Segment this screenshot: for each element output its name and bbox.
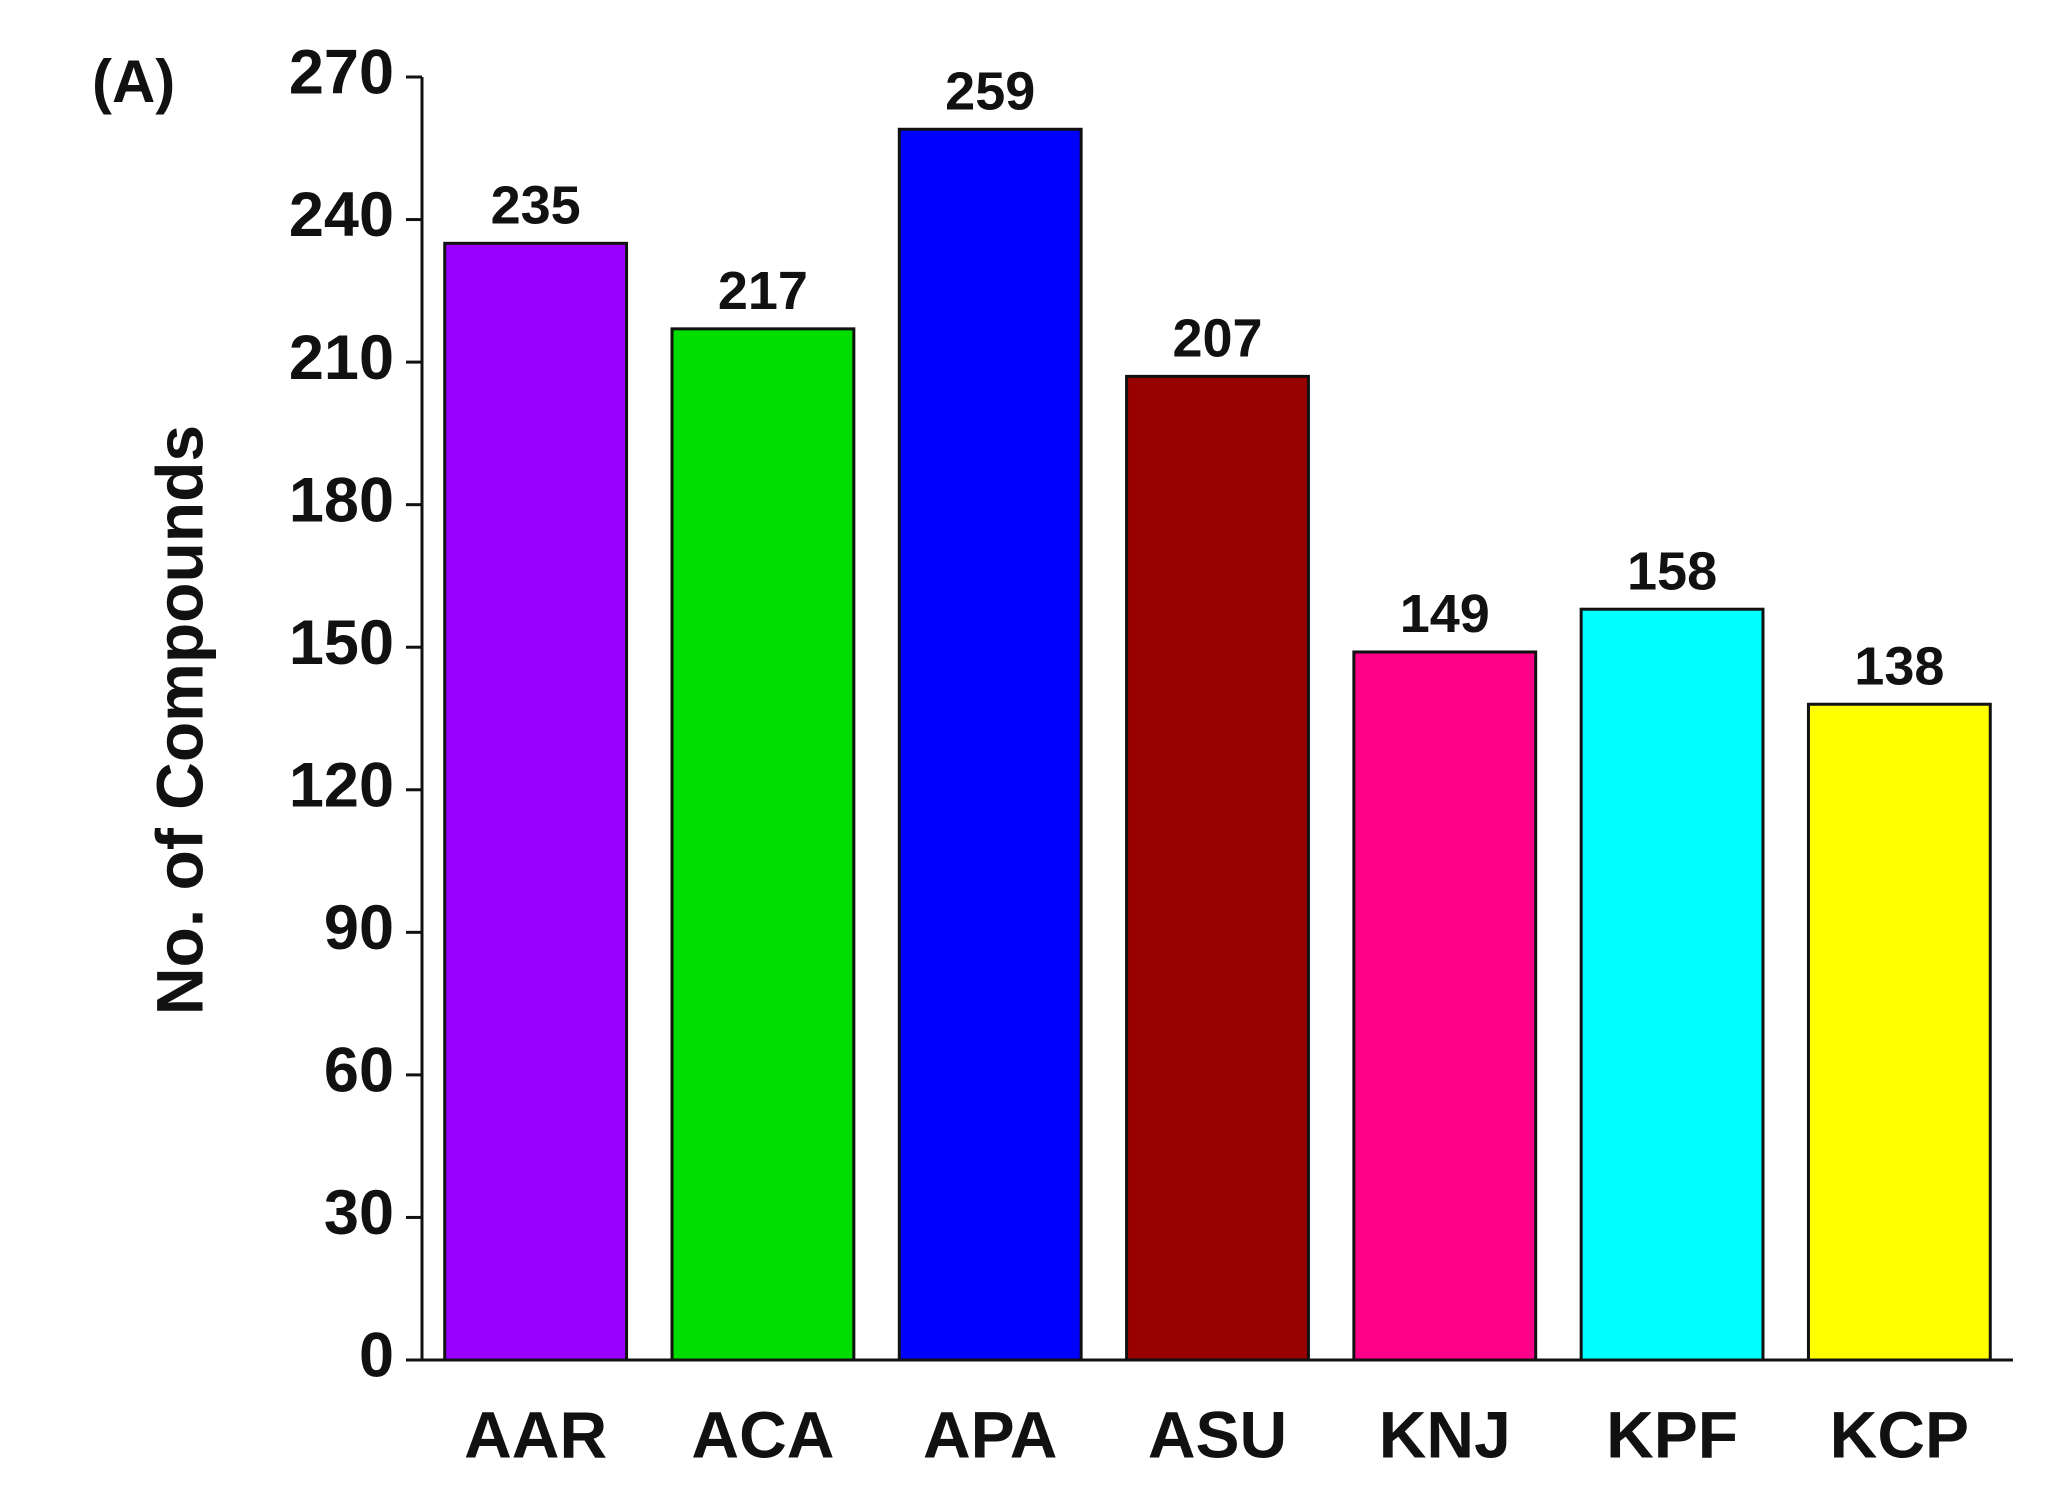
data-label: 235 bbox=[491, 176, 581, 236]
y-tick-label: 0 bbox=[359, 1321, 394, 1391]
y-tick-label: 120 bbox=[289, 750, 394, 820]
x-tick-label: ACA bbox=[691, 1397, 834, 1471]
data-label: 158 bbox=[1627, 541, 1717, 601]
data-label: 138 bbox=[1854, 637, 1944, 697]
y-tick-label: 30 bbox=[324, 1178, 394, 1248]
y-tick-label: 60 bbox=[324, 1036, 394, 1106]
y-tick-label: 150 bbox=[289, 608, 394, 678]
x-tick-label: APA bbox=[923, 1397, 1057, 1471]
x-tick-label: KPF bbox=[1606, 1397, 1738, 1471]
bar bbox=[1806, 702, 1992, 1362]
y-axis-title: No. of Compounds bbox=[142, 425, 216, 1015]
data-label: 259 bbox=[945, 62, 1035, 122]
bar bbox=[670, 327, 856, 1362]
y-tick-label: 270 bbox=[289, 38, 394, 108]
y-tick-label: 90 bbox=[324, 893, 394, 963]
y-tick-label: 240 bbox=[289, 180, 394, 250]
bar bbox=[1579, 607, 1765, 1362]
bar bbox=[1352, 650, 1538, 1362]
y-tick-label: 180 bbox=[289, 465, 394, 535]
data-label: 217 bbox=[718, 261, 808, 321]
x-tick-label: KCP bbox=[1830, 1397, 1969, 1471]
x-tick-label: ASU bbox=[1148, 1397, 1287, 1471]
y-tick-label: 210 bbox=[289, 323, 394, 393]
bar bbox=[443, 241, 629, 1362]
bar bbox=[1125, 374, 1310, 1362]
x-tick-label: KNJ bbox=[1379, 1397, 1511, 1471]
data-label: 207 bbox=[1172, 309, 1262, 369]
panel-label: (A) bbox=[92, 48, 175, 115]
data-label: 149 bbox=[1400, 584, 1490, 644]
x-tick-label: AAR bbox=[464, 1397, 607, 1471]
bar bbox=[897, 127, 1083, 1362]
